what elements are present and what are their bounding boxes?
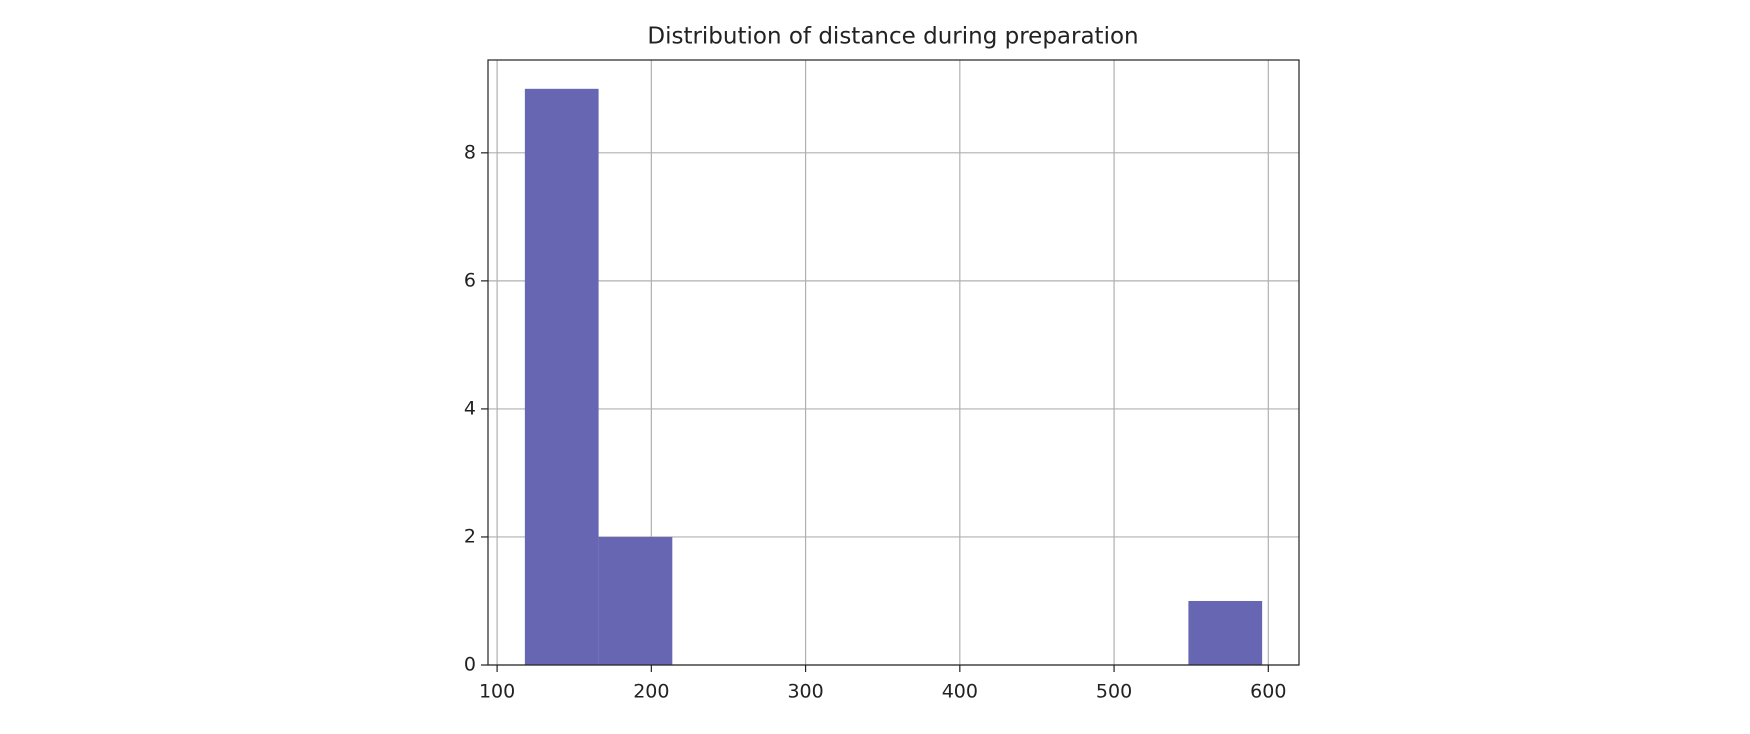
x-tick-label: 300 — [787, 681, 823, 703]
chart-title: Distribution of distance during preparat… — [647, 24, 1138, 50]
x-tick-label: 200 — [633, 681, 669, 703]
x-tick-label: 500 — [1096, 681, 1132, 703]
plot-frame — [487, 59, 1300, 666]
y-tick-label: 8 — [464, 141, 476, 163]
y-tick-label: 0 — [464, 654, 476, 676]
y-tick-label: 6 — [464, 269, 476, 291]
x-tick-label: 100 — [479, 681, 515, 703]
bar — [1188, 600, 1263, 665]
bar — [524, 88, 599, 666]
x-tick-label: 600 — [1250, 681, 1286, 703]
y-tick-label: 4 — [464, 397, 476, 419]
y-tick-label: 2 — [464, 525, 476, 547]
x-tick-label: 400 — [942, 681, 978, 703]
bar — [598, 536, 673, 665]
